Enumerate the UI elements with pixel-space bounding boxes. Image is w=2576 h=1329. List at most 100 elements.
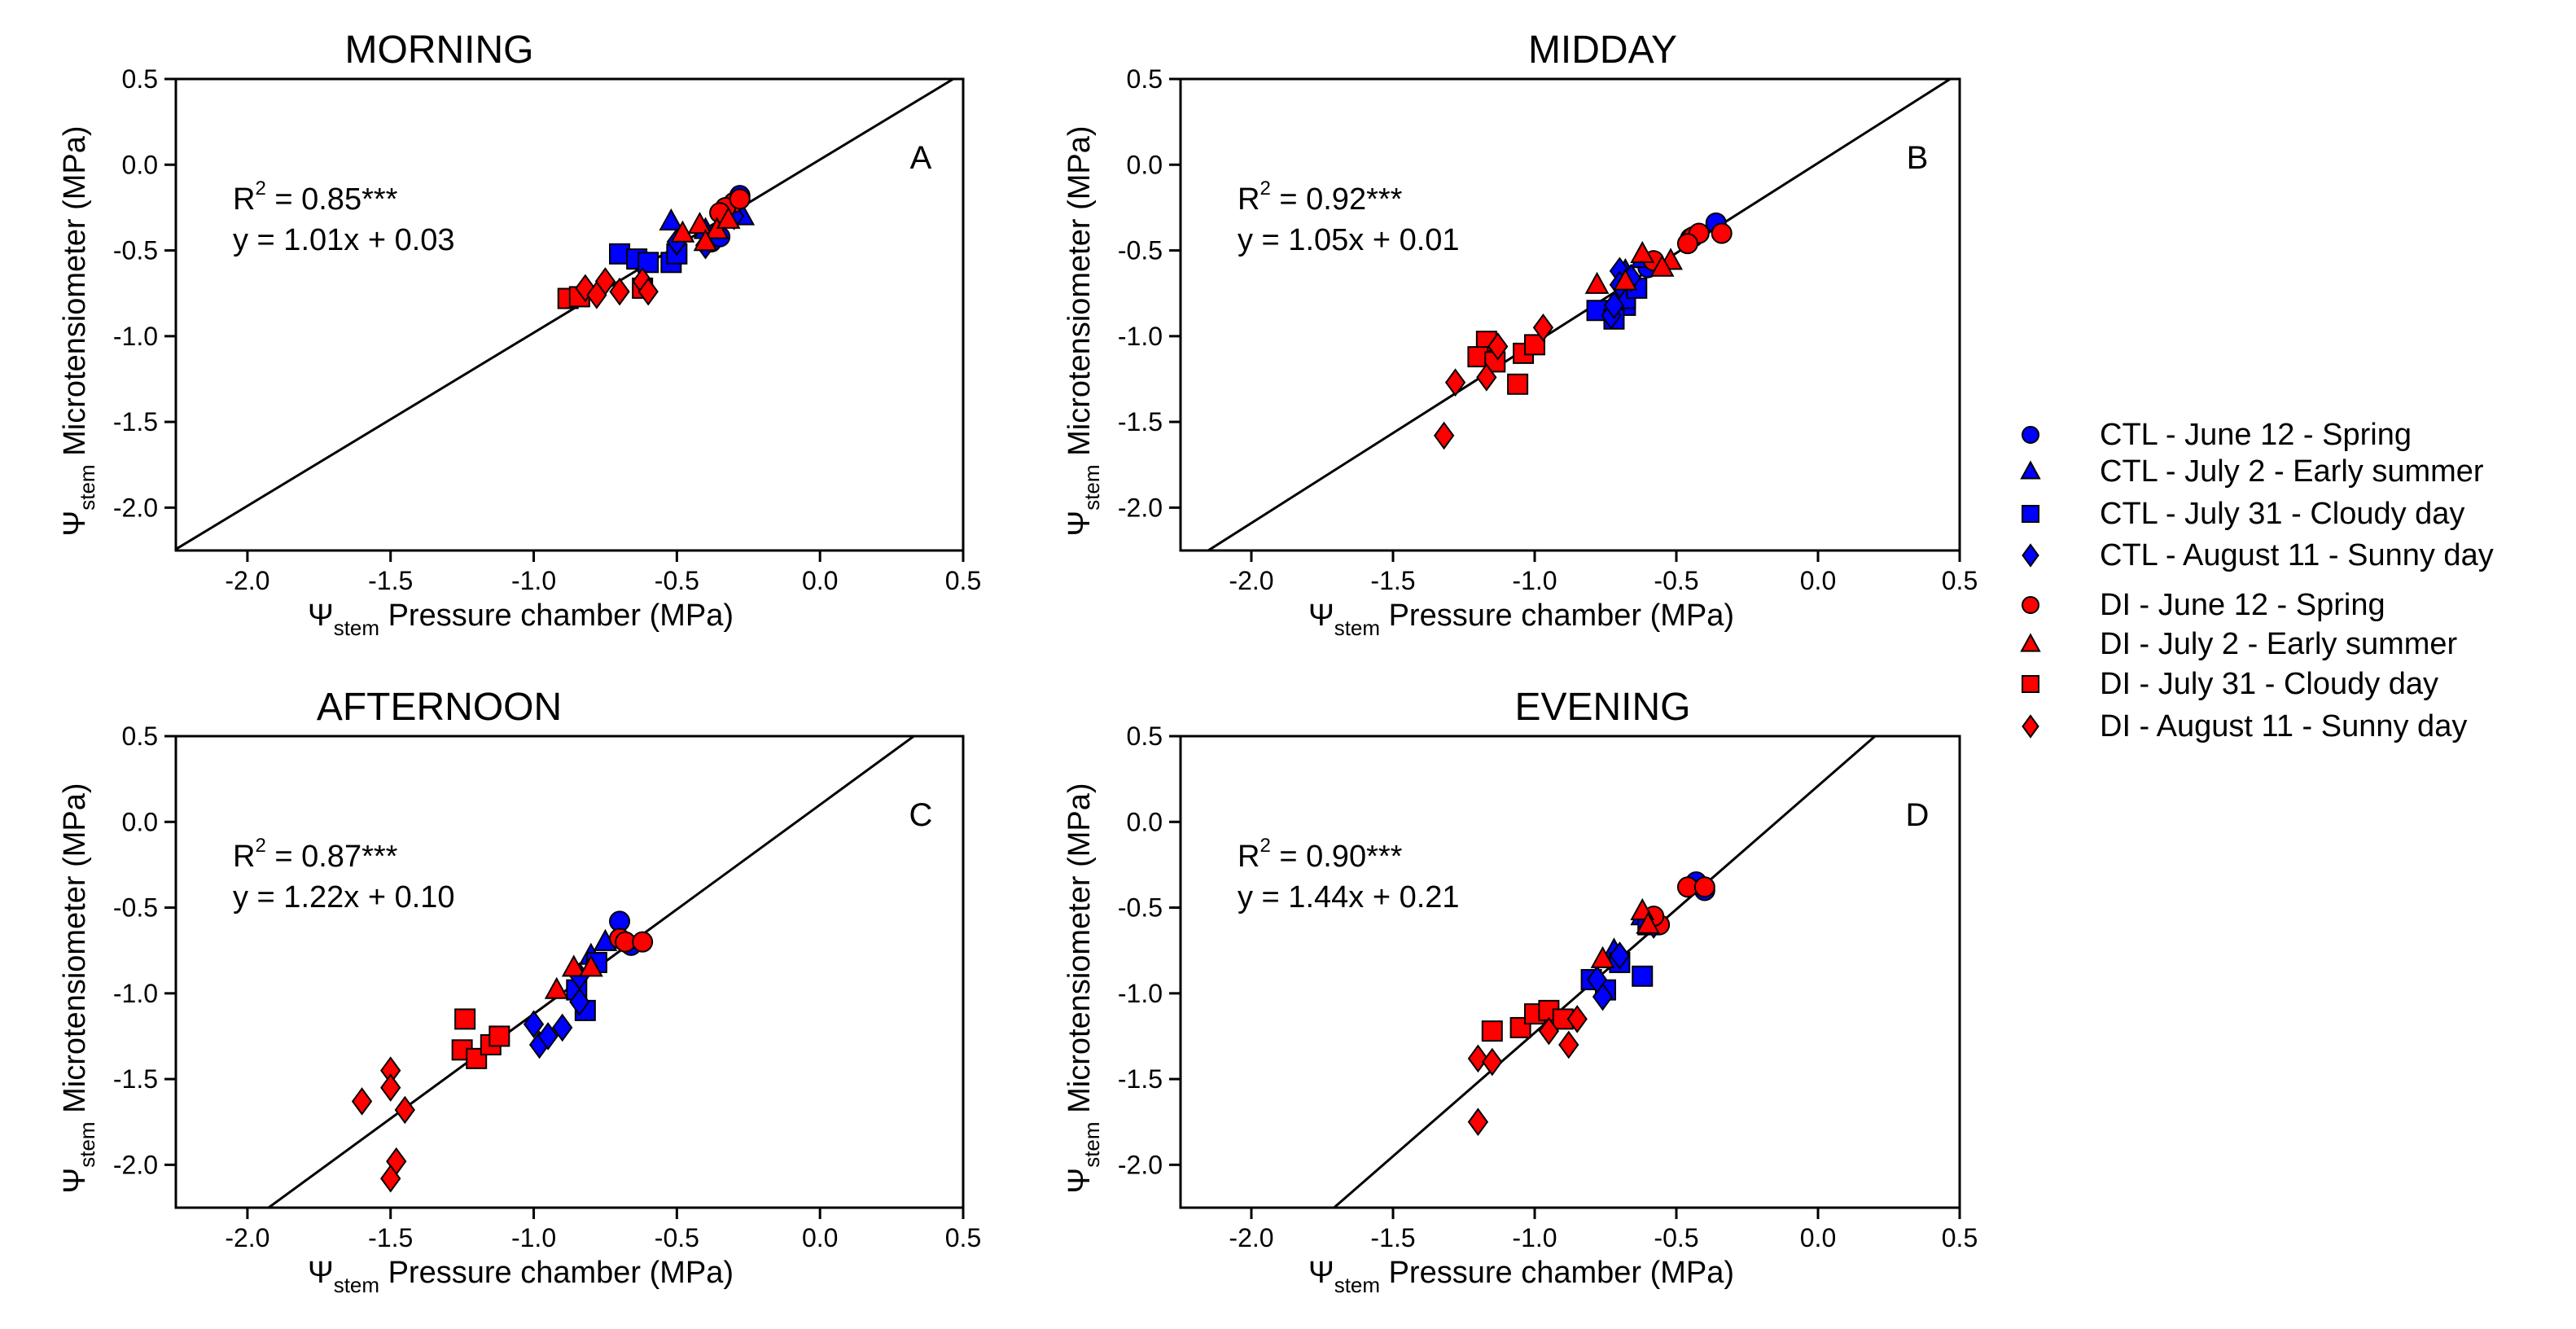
- series-7: [575, 267, 659, 309]
- x-tick-label: -1.0: [1512, 1223, 1557, 1252]
- legend-label: CTL - July 2 - Early summer: [2100, 454, 2484, 489]
- y-tick-label: -1.5: [113, 1064, 158, 1094]
- label-subscript: stem: [75, 1121, 99, 1167]
- panel-letter: D: [1906, 797, 1930, 833]
- label-text: Microtensiometer (MPa): [58, 125, 92, 464]
- regression-line: [176, 79, 956, 550]
- x-axis-label: Ψstem Pressure chamber (MPa): [1308, 599, 1734, 640]
- data-point-diamond: [1558, 1030, 1579, 1059]
- series-2: [609, 243, 688, 274]
- data-point-triangle: [1649, 254, 1675, 277]
- data-point-triangle: [716, 206, 741, 229]
- y-tick-label: 0.5: [1127, 64, 1163, 94]
- legend-item: CTL - June 12 - Spring: [2022, 418, 2412, 452]
- label-subscript: stem: [334, 616, 379, 640]
- data-point-triangle: [1590, 945, 1615, 968]
- series-5: [544, 954, 603, 999]
- r-symbol: R: [1238, 840, 1260, 874]
- legend-item: DI - August 11 - Sunny day: [2022, 709, 2467, 743]
- legend-label: CTL - July 31 - Cloudy day: [2100, 497, 2464, 531]
- data-point-square: [488, 1025, 510, 1047]
- series-5: [1590, 897, 1661, 968]
- y-tick-label: 0.5: [122, 64, 158, 94]
- data-point-diamond: [1586, 965, 1608, 994]
- x-tick-label: -1.5: [1370, 566, 1415, 595]
- legend-item: DI - July 2 - Early summer: [2020, 627, 2458, 661]
- x-tick-label: -2.0: [1229, 1223, 1273, 1252]
- series-4: [609, 928, 654, 953]
- r-squared-annotation: R2 = 0.85***: [233, 178, 398, 217]
- data-point-diamond: [537, 1022, 559, 1050]
- r-value: = 0.90***: [1271, 840, 1403, 874]
- panel-title: MIDDAY: [1528, 29, 1677, 72]
- legend-label: CTL - June 12 - Spring: [2100, 418, 2412, 452]
- x-tick-label: -2.0: [1229, 566, 1273, 595]
- data-point-diamond: [394, 1095, 415, 1125]
- data-point-triangle: [1630, 240, 1655, 263]
- series-6: [1481, 999, 1574, 1042]
- data-point-triangle: [561, 954, 586, 977]
- panel-c: AFTERNOON -2.0 -1.5 -1.0 -0.5 0.0 0.5 0.5 0.0 -0.…: [58, 686, 981, 1297]
- label-text: Microtensiometer (MPa): [1062, 783, 1097, 1121]
- label-subscript: stem: [1080, 464, 1104, 510]
- y-tick-label: -1.0: [1118, 979, 1163, 1008]
- legend-marker-circle-icon: [2022, 426, 2039, 444]
- r-value: = 0.92***: [1271, 182, 1403, 217]
- plot-frame: [1179, 77, 1961, 552]
- data-point-diamond: [1444, 368, 1466, 397]
- legend-item: CTL - August 11 - Sunny day: [2022, 538, 2494, 572]
- series-3: [523, 962, 590, 1059]
- data-point-triangle: [693, 229, 718, 252]
- regression-line: [1206, 79, 1953, 550]
- regression-equation: y = 1.01x + 0.03: [233, 223, 455, 257]
- x-tick-label: -2.0: [225, 566, 269, 595]
- y-tick-label: -2.0: [113, 1150, 158, 1179]
- x-tick-label: 0.0: [1800, 566, 1836, 595]
- data-point-diamond: [380, 1164, 401, 1193]
- x-tick-label: 0.5: [1942, 566, 1978, 595]
- label-text: Microtensiometer (MPa): [1062, 125, 1097, 464]
- y-tick-label: -1.0: [113, 979, 158, 1008]
- psi-symbol: Ψ: [308, 599, 334, 633]
- y-tick-label: -0.5: [113, 236, 158, 265]
- legend-marker-square-icon: [2022, 505, 2039, 523]
- series-7: [1467, 1005, 1588, 1137]
- legend-marker-diamond-icon: [2022, 543, 2039, 568]
- y-tick-label: -1.5: [1118, 1064, 1163, 1094]
- y-axis-label: Ψstem Microtensiometer (MPa): [58, 783, 99, 1193]
- data-point-triangle: [670, 220, 695, 243]
- r-value: = 0.85***: [266, 182, 398, 217]
- data-point-circle: [1711, 222, 1733, 244]
- data-point-diamond: [1603, 291, 1625, 320]
- r-symbol: R: [233, 182, 255, 217]
- data-point-triangle: [659, 208, 684, 230]
- x-tick-label: -1.5: [1370, 1223, 1415, 1252]
- panel-a: MORNING -2.0 -1.5 -1.0 -0.5 0.0 0.5 0.5 0.0 -0.5 -…: [58, 29, 981, 640]
- plot-frame: [174, 77, 965, 552]
- r-symbol: R: [1238, 182, 1260, 217]
- x-tick-label: 0.0: [802, 1223, 838, 1252]
- panel-letter: B: [1907, 140, 1929, 176]
- y-tick-label: -1.0: [113, 322, 158, 351]
- legend-marker-square-icon: [2022, 675, 2039, 693]
- data-point-diamond: [1538, 1016, 1560, 1046]
- y-tick-label: -1.5: [1118, 407, 1163, 436]
- data-point-diamond: [1532, 313, 1554, 342]
- data-point-diamond: [1476, 363, 1497, 392]
- x-tick-label: -2.0: [225, 1223, 269, 1252]
- data-point-triangle: [1613, 268, 1638, 291]
- data-point-square: [466, 1047, 488, 1069]
- x-axis-label: Ψstem Pressure chamber (MPa): [308, 599, 734, 640]
- r-symbol: R: [233, 840, 255, 874]
- x-axis-label: Ψstem Pressure chamber (MPa): [308, 1256, 734, 1297]
- y-tick-label: 0.0: [122, 150, 158, 179]
- x-tick-label: -1.0: [1512, 566, 1557, 595]
- legend-item: DI - July 31 - Cloudy day: [2022, 667, 2438, 701]
- series-3: [1586, 910, 1664, 1011]
- regression-line: [1332, 736, 1877, 1208]
- legend-label: DI - June 12 - Spring: [2100, 588, 2385, 622]
- label-text: Pressure chamber (MPa): [379, 599, 734, 633]
- legend-item: CTL - July 31 - Cloudy day: [2022, 497, 2464, 531]
- psi-symbol: Ψ: [1062, 511, 1097, 537]
